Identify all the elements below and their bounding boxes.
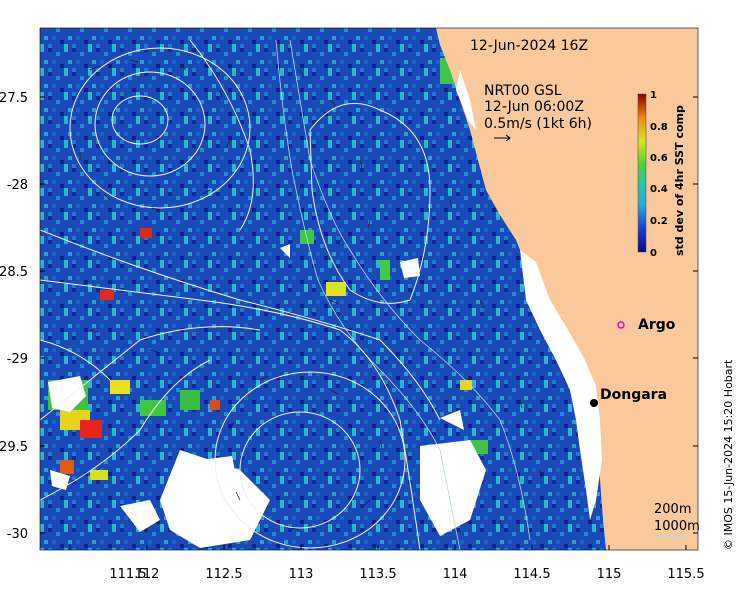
- x-tick-label: 115: [597, 567, 622, 582]
- colorbar-tick: 0.8: [650, 122, 668, 133]
- scale-arrow: [494, 134, 511, 142]
- date-label: 12-Jun-2024 16Z: [470, 38, 588, 54]
- y-tick-label: -29: [7, 352, 28, 367]
- x-tick-label: 113: [289, 567, 314, 582]
- dongara-label: Dongara: [600, 387, 667, 403]
- y-tick-label: -29.5: [0, 440, 28, 455]
- bathymetry-contours: [275, 39, 531, 550]
- y-tick-label: -30: [7, 527, 28, 542]
- colorbar: 1 0.8 0.6 0.4 0.2 0 std dev of 4hr SST c…: [637, 90, 686, 259]
- x-tick-label: 112.5: [205, 567, 242, 582]
- colorbar-tick: 0.6: [650, 153, 668, 164]
- colorbar-tick: 0.2: [650, 216, 668, 227]
- x-tick-label: 112: [135, 567, 160, 582]
- colorbar-tick: 0: [650, 248, 657, 259]
- argo-float-marker: [617, 321, 625, 329]
- product-label: NRT00 GSL: [484, 83, 562, 99]
- argo-label: Argo: [638, 317, 676, 333]
- ssh-contours: [40, 39, 441, 550]
- x-tick-label: 114: [443, 567, 468, 582]
- land-mass: [436, 28, 698, 550]
- depth-label-1000: 1000m: [654, 519, 700, 534]
- coastal-gap: [520, 250, 602, 520]
- colorbar-tick: 1: [650, 90, 657, 101]
- y-tick-label: -28: [7, 178, 28, 193]
- colorbar-tick: 0.4: [650, 184, 668, 195]
- y-axis: -27.5 -28 -28.5 -29 -29.5 -30: [0, 91, 698, 542]
- y-tick-label: -27.5: [0, 91, 28, 106]
- x-tick-label: 113.5: [359, 567, 396, 582]
- depth-label-200: 200m: [654, 502, 691, 517]
- time-label: 12-Jun 06:00Z: [484, 99, 584, 115]
- credit-text: © IMOS 15-Jun-2024 15:20 Hobart: [722, 359, 735, 550]
- scale-label: 0.5m/s (1kt 6h): [484, 116, 592, 132]
- current-vectors: [79, 59, 543, 531]
- x-tick-label: 115.5: [667, 567, 704, 582]
- colorbar-label: std dev of 4hr SST comp: [673, 105, 686, 256]
- x-tick-label: 111.5: [109, 567, 146, 582]
- plot-frame: [39, 27, 699, 551]
- cloud-gaps: [48, 244, 486, 548]
- dongara-marker: [590, 399, 598, 407]
- x-axis: 111.5 112 112.5 113 113.5 114 114.5 115 …: [69, 545, 705, 582]
- x-tick-label: 114.5: [513, 567, 550, 582]
- y-tick-label: -28.5: [0, 265, 28, 280]
